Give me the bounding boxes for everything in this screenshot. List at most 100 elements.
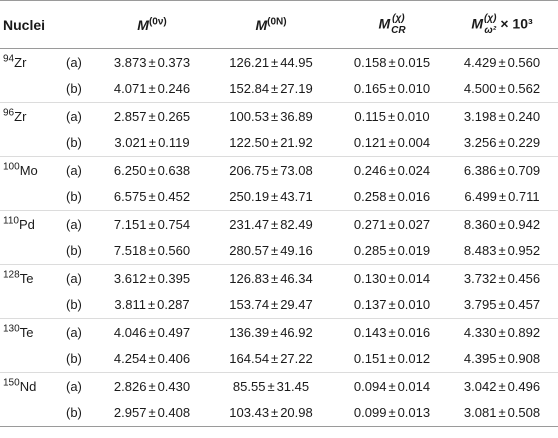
- header-nuclei: Nuclei: [0, 0, 101, 49]
- plus-minus-sign: ±: [271, 405, 279, 421]
- uncertainty: 0.027: [397, 216, 431, 232]
- plus-minus-sign: ±: [147, 297, 156, 313]
- uncertainty: 0.265: [157, 108, 191, 124]
- plus-minus-sign: ±: [388, 81, 396, 97]
- plus-minus-sign: ±: [498, 162, 506, 178]
- value: 126.21: [229, 54, 270, 70]
- uncertainty: 73.08: [280, 162, 313, 178]
- header-mw-sub: ω²: [484, 24, 497, 36]
- mass-number: 96: [3, 107, 15, 119]
- table-row: 130Te (a) 4.046 ±0.497 136.39 ±46.92 0.143 ±0.0…: [0, 318, 558, 346]
- variant-label: (b): [66, 351, 82, 367]
- value-cell-m0n: 103.43 ±20.98: [204, 399, 339, 427]
- value-cell-m0v: 2.826 ±0.430: [100, 372, 205, 400]
- plus-minus-sign: ±: [388, 324, 396, 340]
- plus-minus-sign: ±: [271, 216, 279, 232]
- table-row: (b) 4.071 ±0.246 152.84 ±27.19 0.165 ±0.010 4.5…: [0, 76, 558, 103]
- value-cell-mcr: 0.099 ±0.013: [338, 399, 447, 427]
- value: 6.386: [463, 162, 497, 178]
- value-cell-m0n: 152.84 ±27.19: [204, 76, 338, 103]
- variant-label: (a): [64, 318, 101, 346]
- header-mcr-base: M: [378, 15, 391, 32]
- table-row: (b) 6.575 ±0.452 250.19 ±43.71 0.258 ±0.016 6.4…: [0, 184, 558, 211]
- value: 0.285: [353, 243, 387, 259]
- header-mcr-sup: (χ): [392, 12, 405, 24]
- plus-minus-sign: ±: [267, 378, 275, 394]
- value: 0.158: [353, 54, 387, 70]
- value: 4.429: [463, 54, 497, 70]
- table-row: (b) 4.254 ±0.406 164.54 ±27.22 0.151 ±0.012 4.3…: [0, 346, 558, 373]
- plus-minus-sign: ±: [498, 54, 506, 70]
- value-cell-m0n: 100.53 ±36.89: [204, 102, 339, 130]
- uncertainty: 43.71: [280, 189, 313, 205]
- value: 3.612: [113, 270, 147, 286]
- value-cell-mw: 8.483 ±0.952: [446, 238, 558, 265]
- value-cell-m0n: 231.47 ±82.49: [204, 210, 339, 238]
- plus-minus-sign: ±: [498, 135, 506, 151]
- uncertainty: 0.430: [157, 378, 191, 394]
- table-row: 96Zr (a) 2.857 ±0.265 100.53 ±36.89 0.115 ±0.01…: [0, 102, 558, 130]
- plus-minus-sign: ±: [388, 162, 396, 178]
- uncertainty: 82.49: [280, 216, 313, 232]
- uncertainty: 0.014: [397, 378, 431, 394]
- value: 3.021: [114, 135, 147, 151]
- uncertainty: 0.012: [397, 351, 431, 367]
- value-cell-mcr: 0.158 ±0.015: [338, 49, 446, 76]
- value: 7.151: [113, 216, 147, 232]
- mass-number: 100: [3, 161, 20, 173]
- plus-minus-sign: ±: [148, 378, 156, 394]
- uncertainty: 44.95: [280, 54, 313, 70]
- uncertainty: 0.952: [507, 243, 541, 259]
- value: 4.330: [463, 324, 497, 340]
- value: 0.151: [353, 351, 387, 367]
- plus-minus-sign: ±: [271, 81, 279, 97]
- value-cell-mcr: 0.151 ±0.012: [338, 346, 446, 373]
- table-row: (b) 2.957 ±0.408 103.43 ±20.98 0.099 ±0.013 3.0…: [0, 399, 558, 427]
- plus-minus-sign: ±: [498, 108, 506, 124]
- plus-minus-sign: ±: [388, 54, 396, 70]
- value-cell-m0n: 85.55 ±31.45: [204, 372, 339, 400]
- value-cell-m0v: 4.046 ±0.497: [100, 318, 205, 346]
- plus-minus-sign: ±: [388, 270, 396, 286]
- value: 126.83: [229, 270, 270, 286]
- value: 0.094: [353, 378, 387, 394]
- value: 0.258: [353, 189, 387, 205]
- plus-minus-sign: ±: [271, 162, 279, 178]
- value-cell-mcr: 0.137 ±0.010: [338, 292, 446, 319]
- header-mcr: M (χ) CR: [338, 0, 447, 49]
- plus-minus-sign: ±: [388, 243, 396, 259]
- uncertainty: 20.98: [280, 405, 313, 421]
- variant-label: (a): [66, 54, 82, 70]
- value-cell-m0n: 280.57 ±49.16: [204, 238, 338, 265]
- plus-minus-sign: ±: [148, 216, 156, 232]
- uncertainty: 0.497: [157, 324, 191, 340]
- header-mcr-sub: CR: [391, 24, 406, 36]
- plus-minus-sign: ±: [148, 135, 157, 151]
- variant-label: (a): [64, 156, 101, 184]
- variant-label: (b): [66, 135, 82, 151]
- header-mw-base: M: [471, 15, 484, 32]
- header-m0v-sup: (0ν): [148, 15, 167, 27]
- element-symbol: Pd: [18, 216, 35, 232]
- uncertainty: 27.19: [280, 81, 313, 97]
- plus-minus-sign: ±: [498, 243, 506, 259]
- value: 4.254: [113, 351, 147, 367]
- nucleus-cell: 100Mo: [0, 156, 64, 184]
- value: 0.099: [353, 405, 387, 421]
- value: 280.57: [229, 243, 270, 259]
- value: 2.957: [113, 405, 147, 421]
- value-cell-mcr: 0.165 ±0.010: [338, 76, 446, 103]
- value: 0.137: [353, 297, 387, 313]
- value-cell-mw: 3.732 ±0.456: [446, 264, 558, 292]
- header-mw-sup: (χ): [484, 12, 497, 24]
- table-row: (b) 7.518 ±0.560 280.57 ±49.16 0.285 ±0.019 8.4…: [0, 238, 558, 265]
- header-row: Nuclei M(0ν) M(0N) M (χ) CR M (χ) ω² × 10³: [0, 0, 558, 49]
- variant-label: (a): [64, 372, 101, 400]
- element-symbol: Nd: [19, 378, 37, 394]
- variant-label: (a): [64, 102, 101, 130]
- value-cell-m0v: 6.250 ±0.638: [100, 156, 205, 184]
- uncertainty: 0.119: [158, 135, 190, 151]
- value-cell-mw: 6.499 ±0.711: [446, 184, 558, 211]
- value-cell-m0n: 250.19 ±43.71: [204, 184, 338, 211]
- variant-label: (b): [66, 81, 82, 97]
